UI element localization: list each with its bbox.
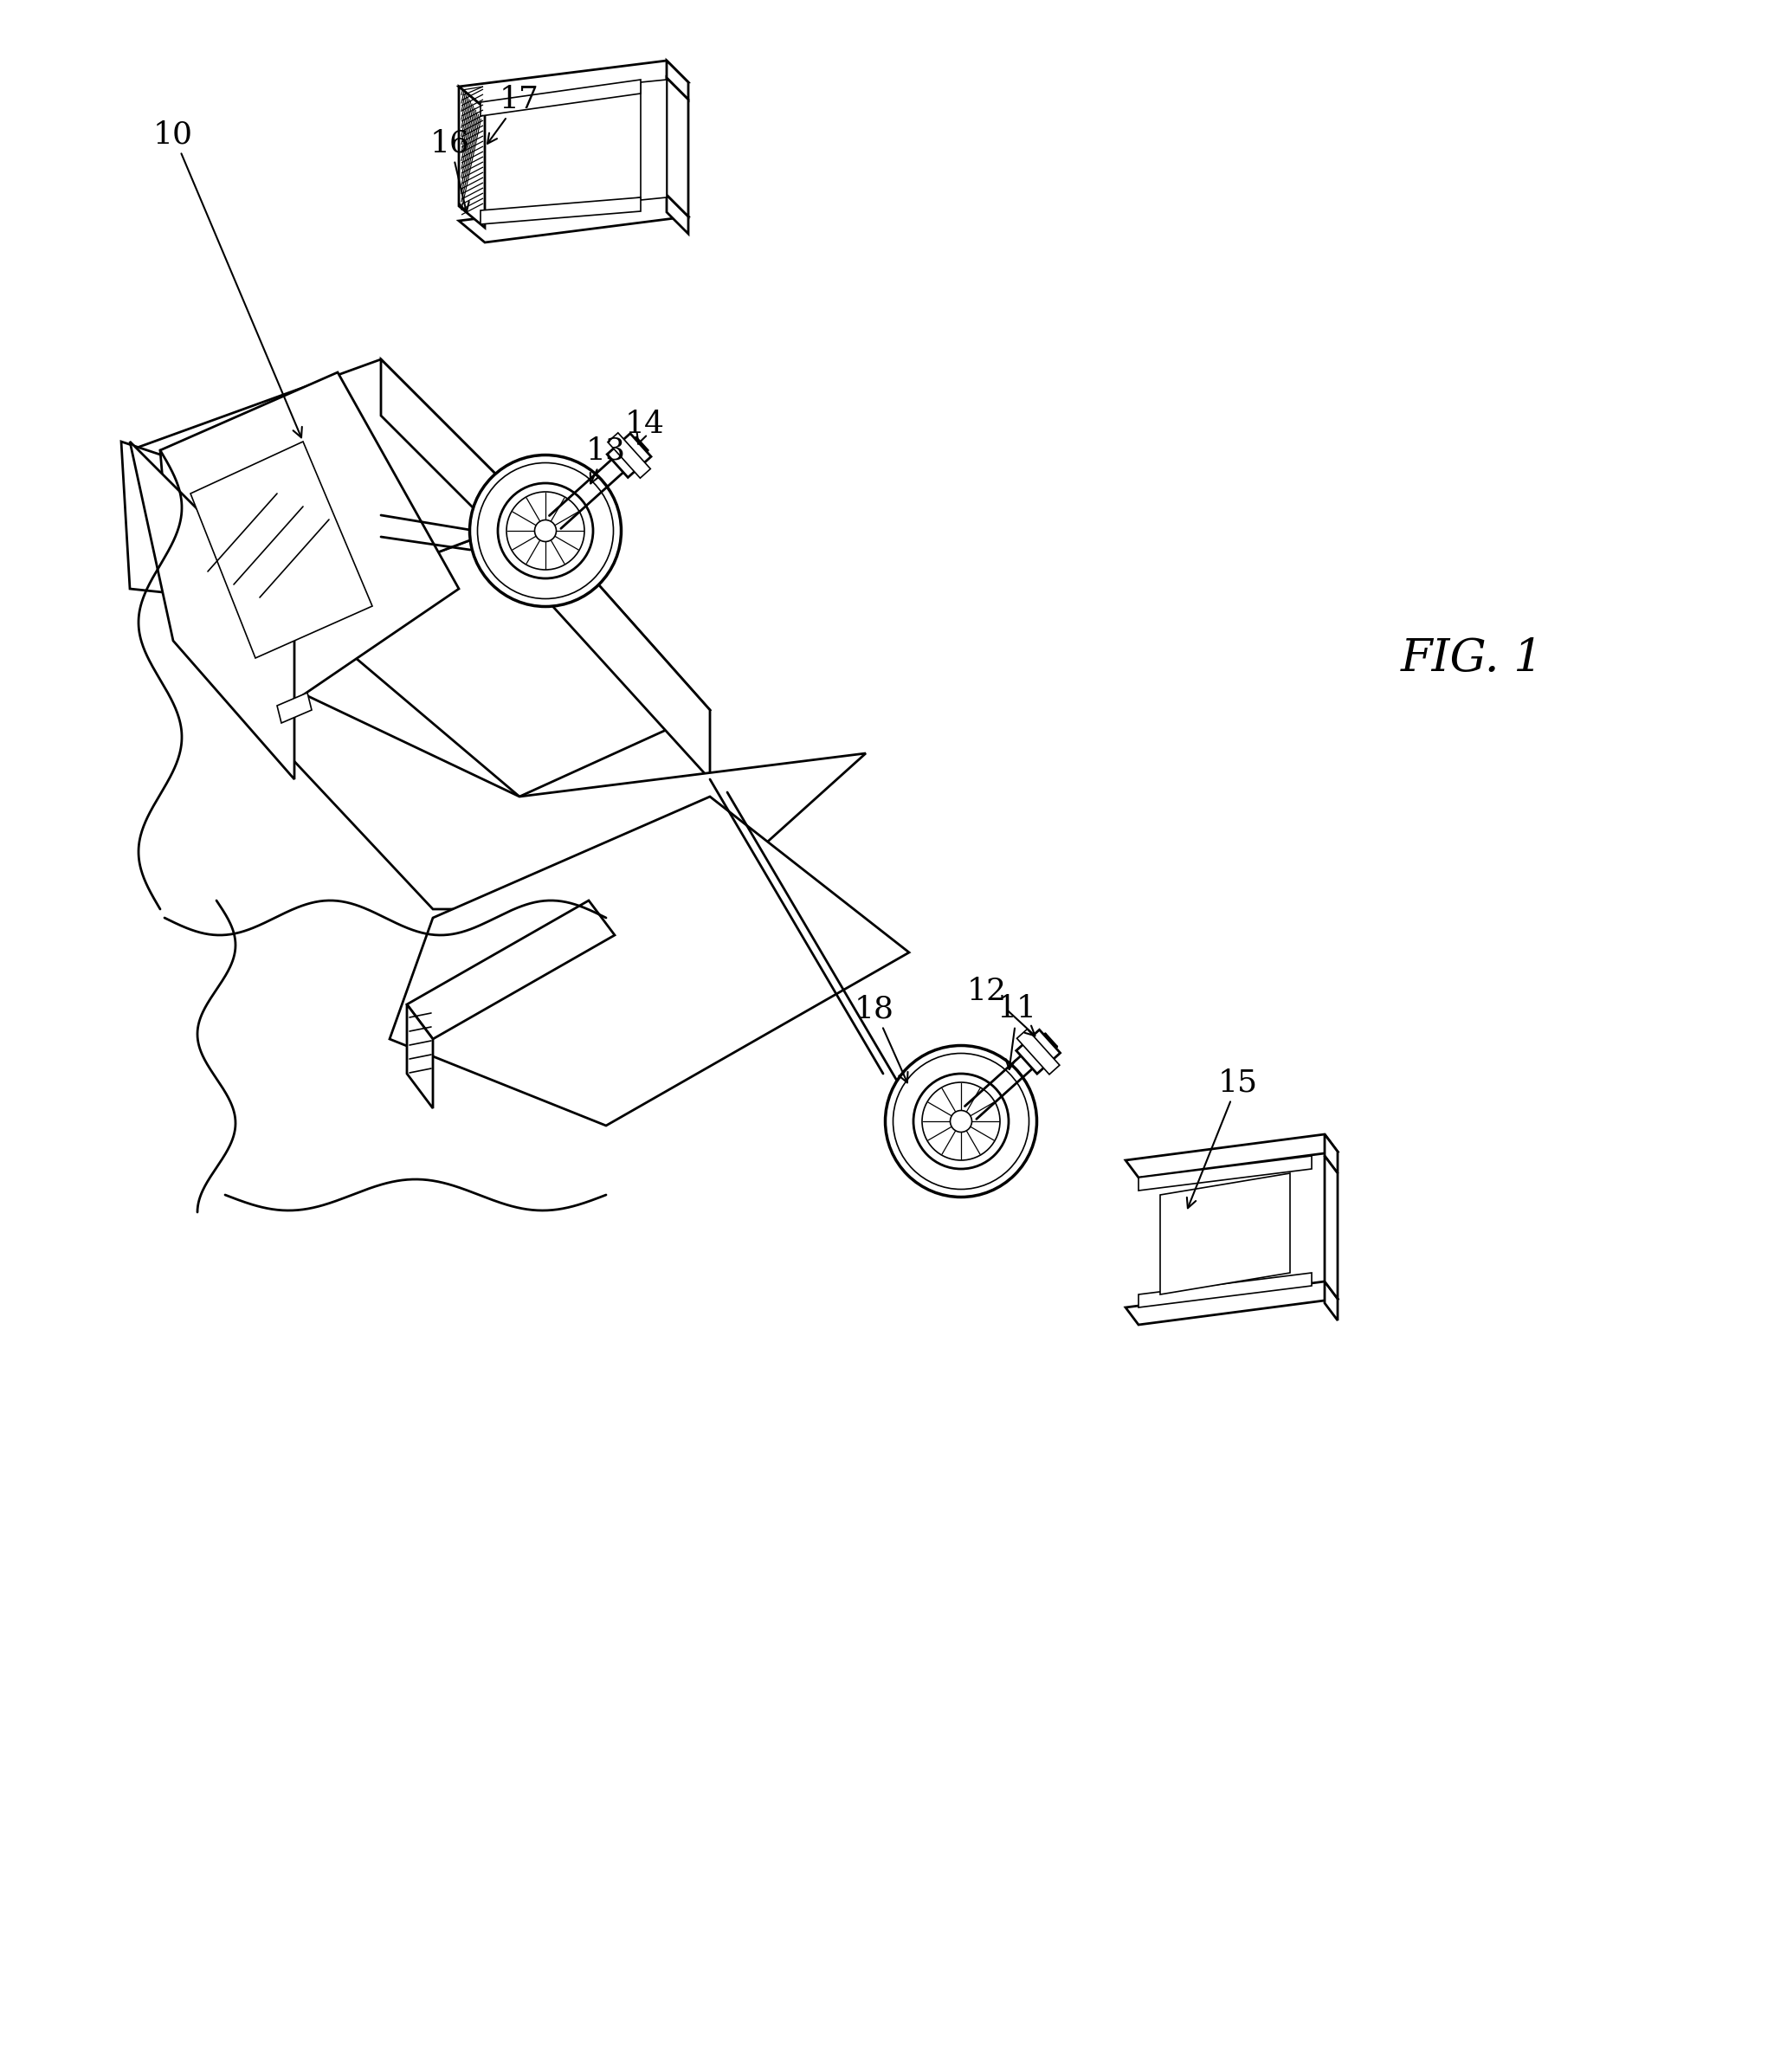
Ellipse shape: [534, 520, 557, 541]
Polygon shape: [1139, 1272, 1311, 1307]
Ellipse shape: [498, 483, 593, 578]
Text: 16: 16: [431, 128, 470, 211]
Polygon shape: [1017, 1030, 1061, 1073]
Text: 13: 13: [585, 435, 626, 483]
Polygon shape: [1160, 1173, 1290, 1295]
Polygon shape: [608, 433, 651, 479]
Polygon shape: [1125, 1280, 1338, 1324]
Polygon shape: [160, 373, 459, 719]
Text: 10: 10: [153, 120, 302, 437]
Text: 18: 18: [855, 995, 908, 1082]
Polygon shape: [1125, 1133, 1338, 1177]
Polygon shape: [459, 60, 688, 108]
Text: FIG. 1: FIG. 1: [1400, 636, 1543, 680]
Text: 14: 14: [624, 410, 665, 443]
Polygon shape: [174, 632, 866, 910]
Text: 11: 11: [997, 995, 1038, 1069]
Text: 17: 17: [488, 85, 539, 143]
Ellipse shape: [914, 1073, 1009, 1169]
Polygon shape: [1139, 1156, 1311, 1191]
Polygon shape: [406, 1005, 433, 1109]
Polygon shape: [1325, 1133, 1338, 1173]
Polygon shape: [130, 358, 538, 607]
Polygon shape: [640, 79, 667, 201]
Polygon shape: [667, 195, 688, 234]
Polygon shape: [667, 60, 688, 99]
Polygon shape: [1017, 1030, 1059, 1075]
Polygon shape: [381, 358, 538, 572]
Polygon shape: [277, 692, 312, 723]
Polygon shape: [390, 796, 908, 1125]
Polygon shape: [406, 901, 616, 1038]
Polygon shape: [459, 195, 688, 242]
Polygon shape: [459, 87, 484, 228]
Polygon shape: [607, 433, 651, 477]
Text: 15: 15: [1187, 1067, 1258, 1208]
Polygon shape: [481, 197, 640, 224]
Ellipse shape: [885, 1046, 1036, 1198]
Polygon shape: [294, 516, 710, 796]
Text: 12: 12: [967, 976, 1034, 1036]
Polygon shape: [130, 441, 294, 779]
Polygon shape: [538, 516, 710, 779]
Polygon shape: [190, 441, 373, 659]
Polygon shape: [667, 79, 688, 215]
Polygon shape: [121, 441, 294, 607]
Polygon shape: [1325, 1280, 1338, 1320]
Polygon shape: [481, 79, 640, 116]
Polygon shape: [1325, 1156, 1338, 1299]
Ellipse shape: [470, 456, 621, 607]
Ellipse shape: [951, 1111, 972, 1131]
